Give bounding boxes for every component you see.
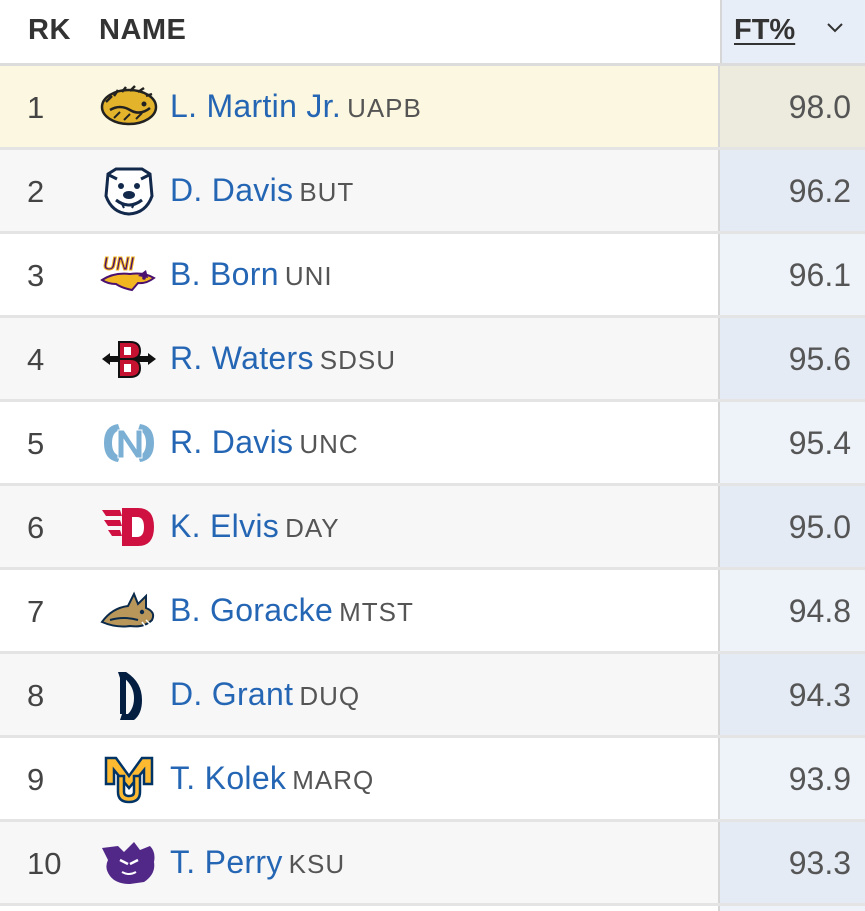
ft-pct-cell: 94.3 — [718, 654, 865, 735]
player-name-link[interactable]: T. Perry — [170, 844, 283, 880]
team-abbr: MTST — [339, 597, 414, 627]
ft-pct-cell: 98.0 — [718, 66, 865, 147]
chevron-down-icon[interactable] — [825, 18, 845, 38]
table-row-partial — [0, 906, 865, 911]
player-name-link[interactable]: B. Born — [170, 256, 279, 292]
ft-pct-cell — [718, 906, 865, 911]
player-cell: R. Waters SDSU — [170, 340, 396, 377]
ft-pct-sort-label[interactable]: FT% — [734, 14, 796, 46]
dayton-logo — [102, 508, 154, 546]
player-cell: D. Grant DUQ — [170, 676, 360, 713]
table-row: 10 T. Perry KSU 93.3 — [0, 822, 865, 906]
table-row: 8 D. Grant DUQ 94.3 — [0, 654, 865, 738]
rank-column-header: RK — [28, 14, 71, 46]
team-abbr: SDSU — [319, 345, 396, 375]
player-cell: L. Martin Jr. UAPB — [170, 88, 422, 125]
player-name-link[interactable]: D. Grant — [170, 676, 294, 712]
table-row: 6 K. Elvis DAY 95.0 — [0, 486, 865, 570]
player-name-link[interactable]: B. Goracke — [170, 592, 334, 628]
ft-pct-cell: 96.1 — [718, 234, 865, 315]
team-abbr: UNI — [284, 261, 333, 291]
rank-cell: 3 — [27, 258, 45, 293]
ft-pct-value: 96.2 — [788, 173, 851, 209]
team-abbr: KSU — [288, 849, 346, 879]
player-cell: B. Born UNI — [170, 256, 333, 293]
rank-cell: 8 — [27, 678, 45, 713]
rank-cell: 7 — [27, 594, 45, 629]
svg-text:UNI: UNI — [103, 254, 135, 274]
player-cell: K. Elvis DAY — [170, 508, 340, 545]
ft-pct-column-header[interactable]: FT% — [720, 0, 865, 63]
ft-pct-value: 93.3 — [788, 845, 851, 881]
player-name-link[interactable]: L. Martin Jr. — [170, 88, 342, 124]
team-abbr: UNC — [299, 429, 359, 459]
table-row: 3 UNI B. Born UNI 96.1 — [0, 234, 865, 318]
ft-pct-value: 93.9 — [788, 761, 851, 797]
table-row: 1 L. Martin Jr. UAPB 98.0 — [0, 66, 865, 150]
sdsu-logo — [102, 341, 156, 378]
ft-pct-cell: 96.2 — [718, 150, 865, 231]
player-name-link[interactable]: T. Kolek — [170, 760, 287, 796]
table-row: 2 D. Davis BUT 96.2 — [0, 150, 865, 234]
ft-pct-cell: 95.0 — [718, 486, 865, 567]
table-row: 7 B. Goracke MTST 94.8 — [0, 570, 865, 654]
ft-pct-value: 95.6 — [788, 341, 851, 377]
player-cell: T. Perry KSU — [170, 844, 345, 881]
player-cell: R. Davis UNC — [170, 424, 359, 461]
rank-cell: 5 — [27, 426, 45, 461]
rank-cell: 2 — [27, 174, 45, 209]
kansas-state-wildcat-logo — [102, 842, 155, 884]
rank-cell: 6 — [27, 510, 45, 545]
table-header: RK NAME FT% — [0, 0, 865, 66]
ft-pct-value: 96.1 — [788, 257, 851, 293]
ft-pct-value: 94.3 — [788, 677, 851, 713]
rank-cell: 9 — [27, 762, 45, 797]
butler-bulldog-logo — [104, 167, 154, 216]
ft-pct-cell: 95.4 — [718, 402, 865, 483]
marquette-logo — [104, 756, 154, 804]
player-name-link[interactable]: K. Elvis — [170, 508, 280, 544]
rank-cell: 1 — [27, 90, 45, 125]
player-name-link[interactable]: R. Waters — [170, 340, 314, 376]
ft-pct-value: 94.8 — [788, 593, 851, 629]
ft-pct-cell: 93.9 — [718, 738, 865, 819]
player-cell: D. Davis BUT — [170, 172, 354, 209]
player-cell: T. Kolek MARQ — [170, 760, 374, 797]
duquesne-logo — [118, 672, 142, 720]
name-column-header: NAME — [99, 14, 187, 46]
table-row: 9 T. Kolek MARQ 93.9 — [0, 738, 865, 822]
player-name-link[interactable]: D. Davis — [170, 172, 294, 208]
rank-cell: 4 — [27, 342, 45, 377]
montana-state-bobcat-logo — [100, 591, 155, 628]
uapb-golden-lion-logo — [100, 85, 158, 126]
ft-pct-value: 95.4 — [788, 425, 851, 461]
team-abbr: BUT — [299, 177, 355, 207]
uni-panther-logo: UNI — [100, 254, 156, 292]
ft-pct-cell: 94.8 — [718, 570, 865, 651]
ft-pct-cell: 95.6 — [718, 318, 865, 399]
team-abbr: MARQ — [292, 765, 375, 795]
ft-pct-value: 95.0 — [788, 509, 851, 545]
player-name-link[interactable]: R. Davis — [170, 424, 294, 460]
ft-pct-cell: 93.3 — [718, 822, 865, 903]
unc-logo — [104, 424, 154, 462]
table-row: 4 R. Waters SDSU 95.6 — [0, 318, 865, 402]
team-abbr: DAY — [285, 513, 340, 543]
team-abbr: DUQ — [299, 681, 361, 711]
team-abbr: UAPB — [347, 93, 422, 123]
ft-pct-value: 98.0 — [788, 89, 851, 125]
player-cell: B. Goracke MTST — [170, 592, 414, 629]
rank-cell: 10 — [27, 846, 62, 881]
table-row: 5 R. Davis UNC 95.4 — [0, 402, 865, 486]
